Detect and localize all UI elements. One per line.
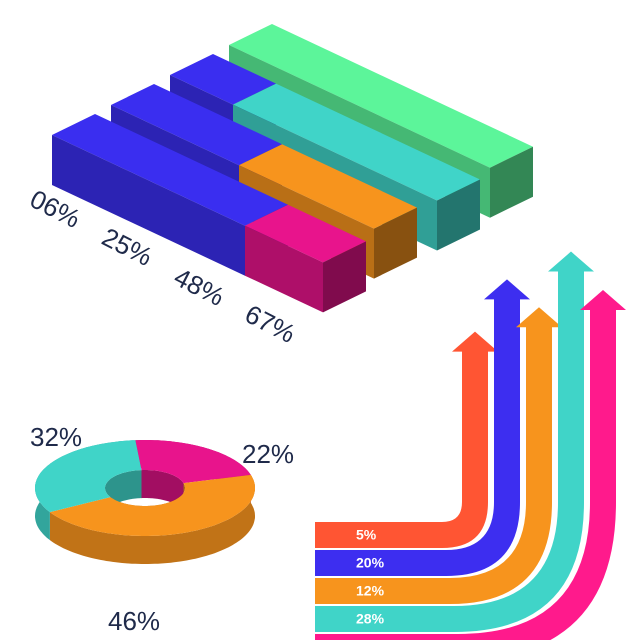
value-label: 22%	[242, 439, 294, 469]
bar-base	[111, 84, 282, 166]
arrow	[315, 307, 562, 604]
donut-inner-side	[105, 470, 142, 526]
value-label: 20%	[356, 555, 385, 571]
donut-slice	[135, 440, 251, 484]
bar-segment	[323, 241, 366, 313]
bar-segment	[239, 144, 417, 229]
bar-base	[52, 114, 288, 226]
value-label: 5%	[356, 527, 377, 543]
bar-base	[52, 135, 245, 276]
arrow	[315, 331, 498, 548]
arrow	[315, 251, 594, 632]
decorative-arrow	[315, 290, 626, 640]
arrow	[315, 279, 530, 576]
bar-segment	[233, 83, 480, 201]
value-label: 28%	[356, 611, 385, 627]
bar-segment	[245, 204, 366, 263]
bar-segment	[229, 24, 533, 168]
value-label: 48%	[169, 262, 229, 312]
bar-base	[170, 54, 276, 105]
donut-slice	[35, 440, 142, 513]
bar-segment	[437, 179, 480, 251]
value-label: 46%	[108, 606, 160, 636]
value-label: 12%	[356, 583, 385, 599]
value-label: 32%	[30, 422, 82, 452]
bar-segment	[245, 225, 323, 313]
value-label: 67%	[240, 299, 300, 349]
donut-side	[49, 474, 256, 564]
bar-segment	[490, 146, 533, 218]
donut-slice	[49, 474, 256, 536]
donut-inner-side	[141, 470, 184, 512]
bar-segment	[374, 207, 417, 279]
